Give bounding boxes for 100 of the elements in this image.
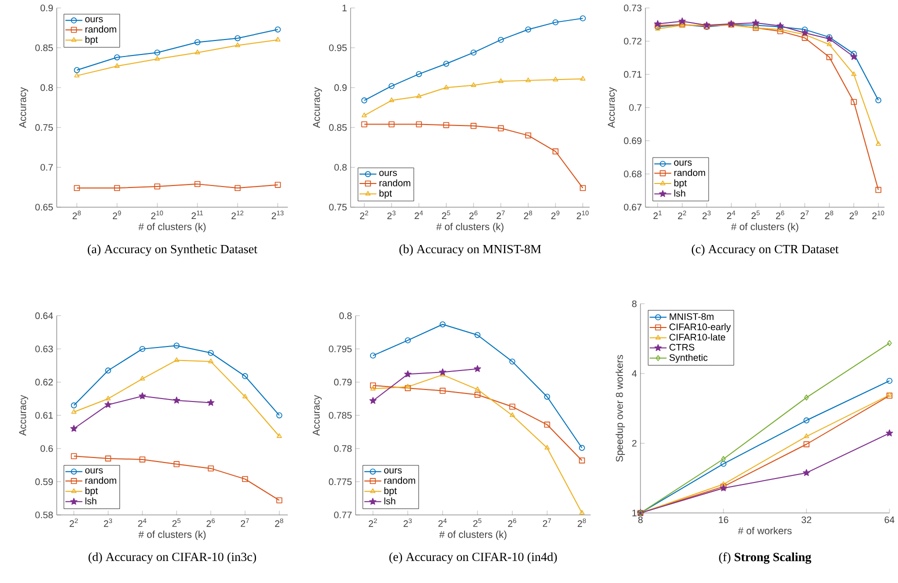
- y-tick-label: 0.8: [334, 164, 347, 171]
- y-tick-label: 0.9: [334, 84, 347, 92]
- y-tick-label: 0.785: [328, 412, 352, 419]
- y-tick-label: 0.7: [40, 164, 53, 171]
- x-axis-title: # of clusters (k): [138, 223, 206, 232]
- y-tick-label: 0.59: [35, 478, 53, 486]
- y-tick-label: 0.77: [334, 512, 352, 518]
- legend-label: CIFAR10-early: [670, 323, 731, 332]
- y-tick-label: 0.73: [624, 4, 642, 12]
- x-tick-label: 2$^{3}$: [702, 210, 711, 220]
- x-tick-label: 2$^{4}$: [727, 210, 736, 220]
- x-axis-title: # of clusters (k): [439, 530, 506, 540]
- text: (f) Strong Scaling: [719, 552, 812, 564]
- y-axis-title: Accuracy: [312, 395, 322, 436]
- x-tick-label: 2$^{8}$: [578, 518, 586, 528]
- x-tick-label: 2$^{9}$: [551, 210, 560, 220]
- legend-label: bpt: [85, 36, 98, 45]
- legend-label: CTRS: [670, 344, 694, 351]
- y-tick-label: 0.85: [329, 124, 347, 131]
- y-axis-title: Accuracy: [313, 87, 322, 128]
- legend-label: ours: [85, 468, 103, 474]
- y-tick-label: 8: [632, 300, 637, 308]
- y-axis-title: Accuracy: [19, 87, 28, 128]
- x-tick-label: 2$^{10}$: [151, 210, 164, 220]
- x-tick-label: 2$^{2}$: [70, 518, 78, 528]
- x-tick-label: 2$^{8}$: [524, 210, 532, 220]
- x-tick-label: 2$^{9}$: [112, 210, 121, 220]
- x-tick-label: 2$^{7}$: [240, 518, 249, 527]
- y-tick-label: 0.58: [35, 512, 53, 518]
- x-axis-title: # of clusters (k): [138, 530, 206, 540]
- y-axis-title: Accuracy: [19, 395, 28, 436]
- x-tick-label: 2$^{7}$: [542, 518, 551, 527]
- x-tick-label: 64: [884, 516, 894, 524]
- y-axis-title: Accuracy: [608, 87, 617, 128]
- legend-label: ours: [379, 171, 397, 176]
- legend-label: CIFAR10-late: [670, 334, 726, 341]
- y-tick-label: 0.75: [329, 204, 347, 211]
- legend-label: random: [85, 26, 116, 33]
- x-axis-title: # of clusters (k): [731, 223, 798, 232]
- x-tick-label: 32: [802, 516, 812, 524]
- x-tick-label: 2$^{3}$: [387, 210, 396, 220]
- x-tick-label: 2$^{7}$: [800, 210, 809, 220]
- legend-label: bpt: [674, 180, 687, 188]
- legend-label: MNIST-8m: [670, 313, 714, 320]
- y-tick-label: 0.62: [35, 378, 53, 386]
- y-tick-label: 1: [342, 4, 347, 12]
- legend-label: bpt: [85, 487, 98, 496]
- x-tick-label: 2$^{8}$: [275, 518, 284, 528]
- x-tick-label: 2$^{11}$: [192, 210, 203, 220]
- y-tick-label: 0.71: [624, 71, 642, 78]
- legend-label: ours: [85, 17, 103, 22]
- y-tick-label: 0.8: [40, 84, 53, 92]
- x-tick-label: 2$^{12}$: [232, 210, 244, 220]
- y-tick-label: 0.78: [334, 445, 352, 452]
- y-tick-label: 0.6: [40, 445, 53, 452]
- legend-label: ours: [674, 160, 692, 166]
- x-tick-label: 2$^{2}$: [678, 210, 686, 220]
- y-tick-label: 0.795: [328, 346, 352, 352]
- y-tick-label: 4: [632, 370, 637, 377]
- y-tick-label: 0.775: [328, 478, 352, 486]
- x-tick-label: 2$^{4}$: [138, 518, 146, 527]
- legend-label: random: [384, 477, 416, 484]
- legend-label: lsh: [674, 190, 686, 197]
- y-tick-label: 0.65: [35, 204, 53, 211]
- x-tick-label: 2$^{5}$: [172, 518, 181, 527]
- y-tick-label: 0.61: [35, 412, 53, 419]
- x-tick-label: 2$^{8}$: [825, 210, 834, 220]
- y-tick-label: 0.75: [35, 124, 53, 131]
- x-tick-label: 2$^{6}$: [206, 518, 215, 528]
- text: (d) Accuracy on CIFAR-10 (in3c): [88, 552, 256, 564]
- y-tick-label: 0.8: [339, 312, 352, 320]
- y-tick-label: 2: [632, 440, 636, 447]
- x-tick-label: 2$^{8}$: [72, 210, 81, 220]
- x-tick-label: 2$^{10}$: [872, 210, 884, 220]
- x-tick-label: 2$^{5}$: [442, 210, 450, 220]
- legend-label: random: [380, 180, 410, 186]
- text: (a) Accuracy on Synthetic Dataset: [88, 244, 258, 256]
- y-tick-label: 0.63: [35, 346, 53, 352]
- y-tick-label: 0.79: [334, 378, 352, 386]
- x-tick-label: 2$^{3}$: [404, 518, 412, 528]
- legend-label: random: [85, 477, 116, 484]
- legend-label: random: [674, 169, 706, 176]
- y-tick-label: 0.72: [624, 38, 642, 45]
- x-tick-label: 2$^{6}$: [508, 518, 516, 528]
- y-tick-label: 0.95: [329, 44, 347, 52]
- x-tick-label: 2$^{1}$: [653, 210, 662, 220]
- y-tick-label: 0.64: [35, 312, 53, 320]
- x-tick-label: 2$^{7}$: [496, 210, 505, 220]
- x-tick-label: 2$^{5}$: [473, 518, 482, 527]
- y-tick-label: 0.69: [624, 138, 642, 144]
- y-tick-label: 0.85: [35, 44, 53, 52]
- legend-label: ours: [384, 468, 402, 474]
- x-tick-label: 2$^{6}$: [776, 210, 784, 220]
- x-axis-title: # of clusters (k): [436, 223, 504, 232]
- y-tick-label: 1: [632, 510, 636, 516]
- text: (e) Accuracy on CIFAR-10 (in4d): [389, 552, 557, 564]
- y-tick-label: 0.7: [629, 104, 642, 112]
- legend-label: bpt: [379, 190, 392, 199]
- y-tick-label: 0.68: [624, 170, 642, 178]
- x-tick-label: 2$^{2}$: [360, 210, 368, 220]
